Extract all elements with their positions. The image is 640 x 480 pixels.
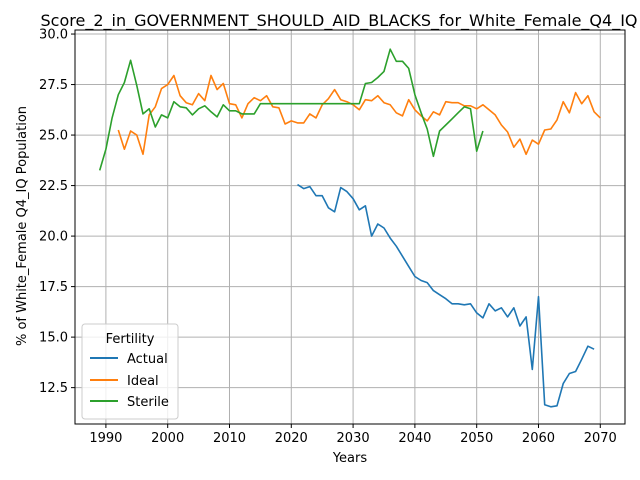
x-tick-label: 2020 <box>275 431 308 446</box>
plot-frame <box>74 29 626 425</box>
y-tick-label: 17.5 <box>39 280 68 295</box>
axis-ticks: 1990 2000 2010 2020 2030 2040 2050 2060 2070 12.5… <box>39 28 617 446</box>
series-lines <box>98 48 601 408</box>
y-tick-label: 27.5 <box>39 78 68 93</box>
y-tick-label: 12.5 <box>39 381 68 396</box>
x-tick-label: 1990 <box>89 431 122 446</box>
y-axis-label: % of White_Female Q4_IQ Population <box>15 106 30 346</box>
x-tick-label: 2000 <box>151 431 184 446</box>
x-tick-label: 2070 <box>584 431 617 446</box>
series-line-ideal <box>117 74 601 156</box>
grid <box>75 30 625 424</box>
y-tick-label: 22.5 <box>39 179 68 194</box>
legend-box <box>81 323 179 420</box>
legend-title: Fertility <box>106 332 155 347</box>
chart-title: Score_2_in_GOVERNMENT_SHOULD_AID_BLACKS_… <box>41 11 638 31</box>
y-tick-label: 30.0 <box>39 28 68 43</box>
y-tick-label: 25.0 <box>39 129 68 144</box>
x-tick-label: 2010 <box>213 431 246 446</box>
legend-label-actual: Actual <box>127 352 168 367</box>
series-line-actual <box>297 183 595 408</box>
legend: Fertility Actual Ideal Sterile <box>81 323 179 420</box>
y-tick-label: 15.0 <box>39 331 68 346</box>
legend-label-sterile: Sterile <box>127 395 169 410</box>
x-tick-label: 2030 <box>337 431 370 446</box>
x-axis-label: Years <box>332 451 368 466</box>
x-tick-label: 2050 <box>460 431 493 446</box>
x-tick-label: 2040 <box>398 431 431 446</box>
series-line-sterile <box>98 48 484 171</box>
y-tick-label: 20.0 <box>39 230 68 245</box>
legend-label-ideal: Ideal <box>127 374 159 389</box>
x-tick-label: 2060 <box>522 431 555 446</box>
